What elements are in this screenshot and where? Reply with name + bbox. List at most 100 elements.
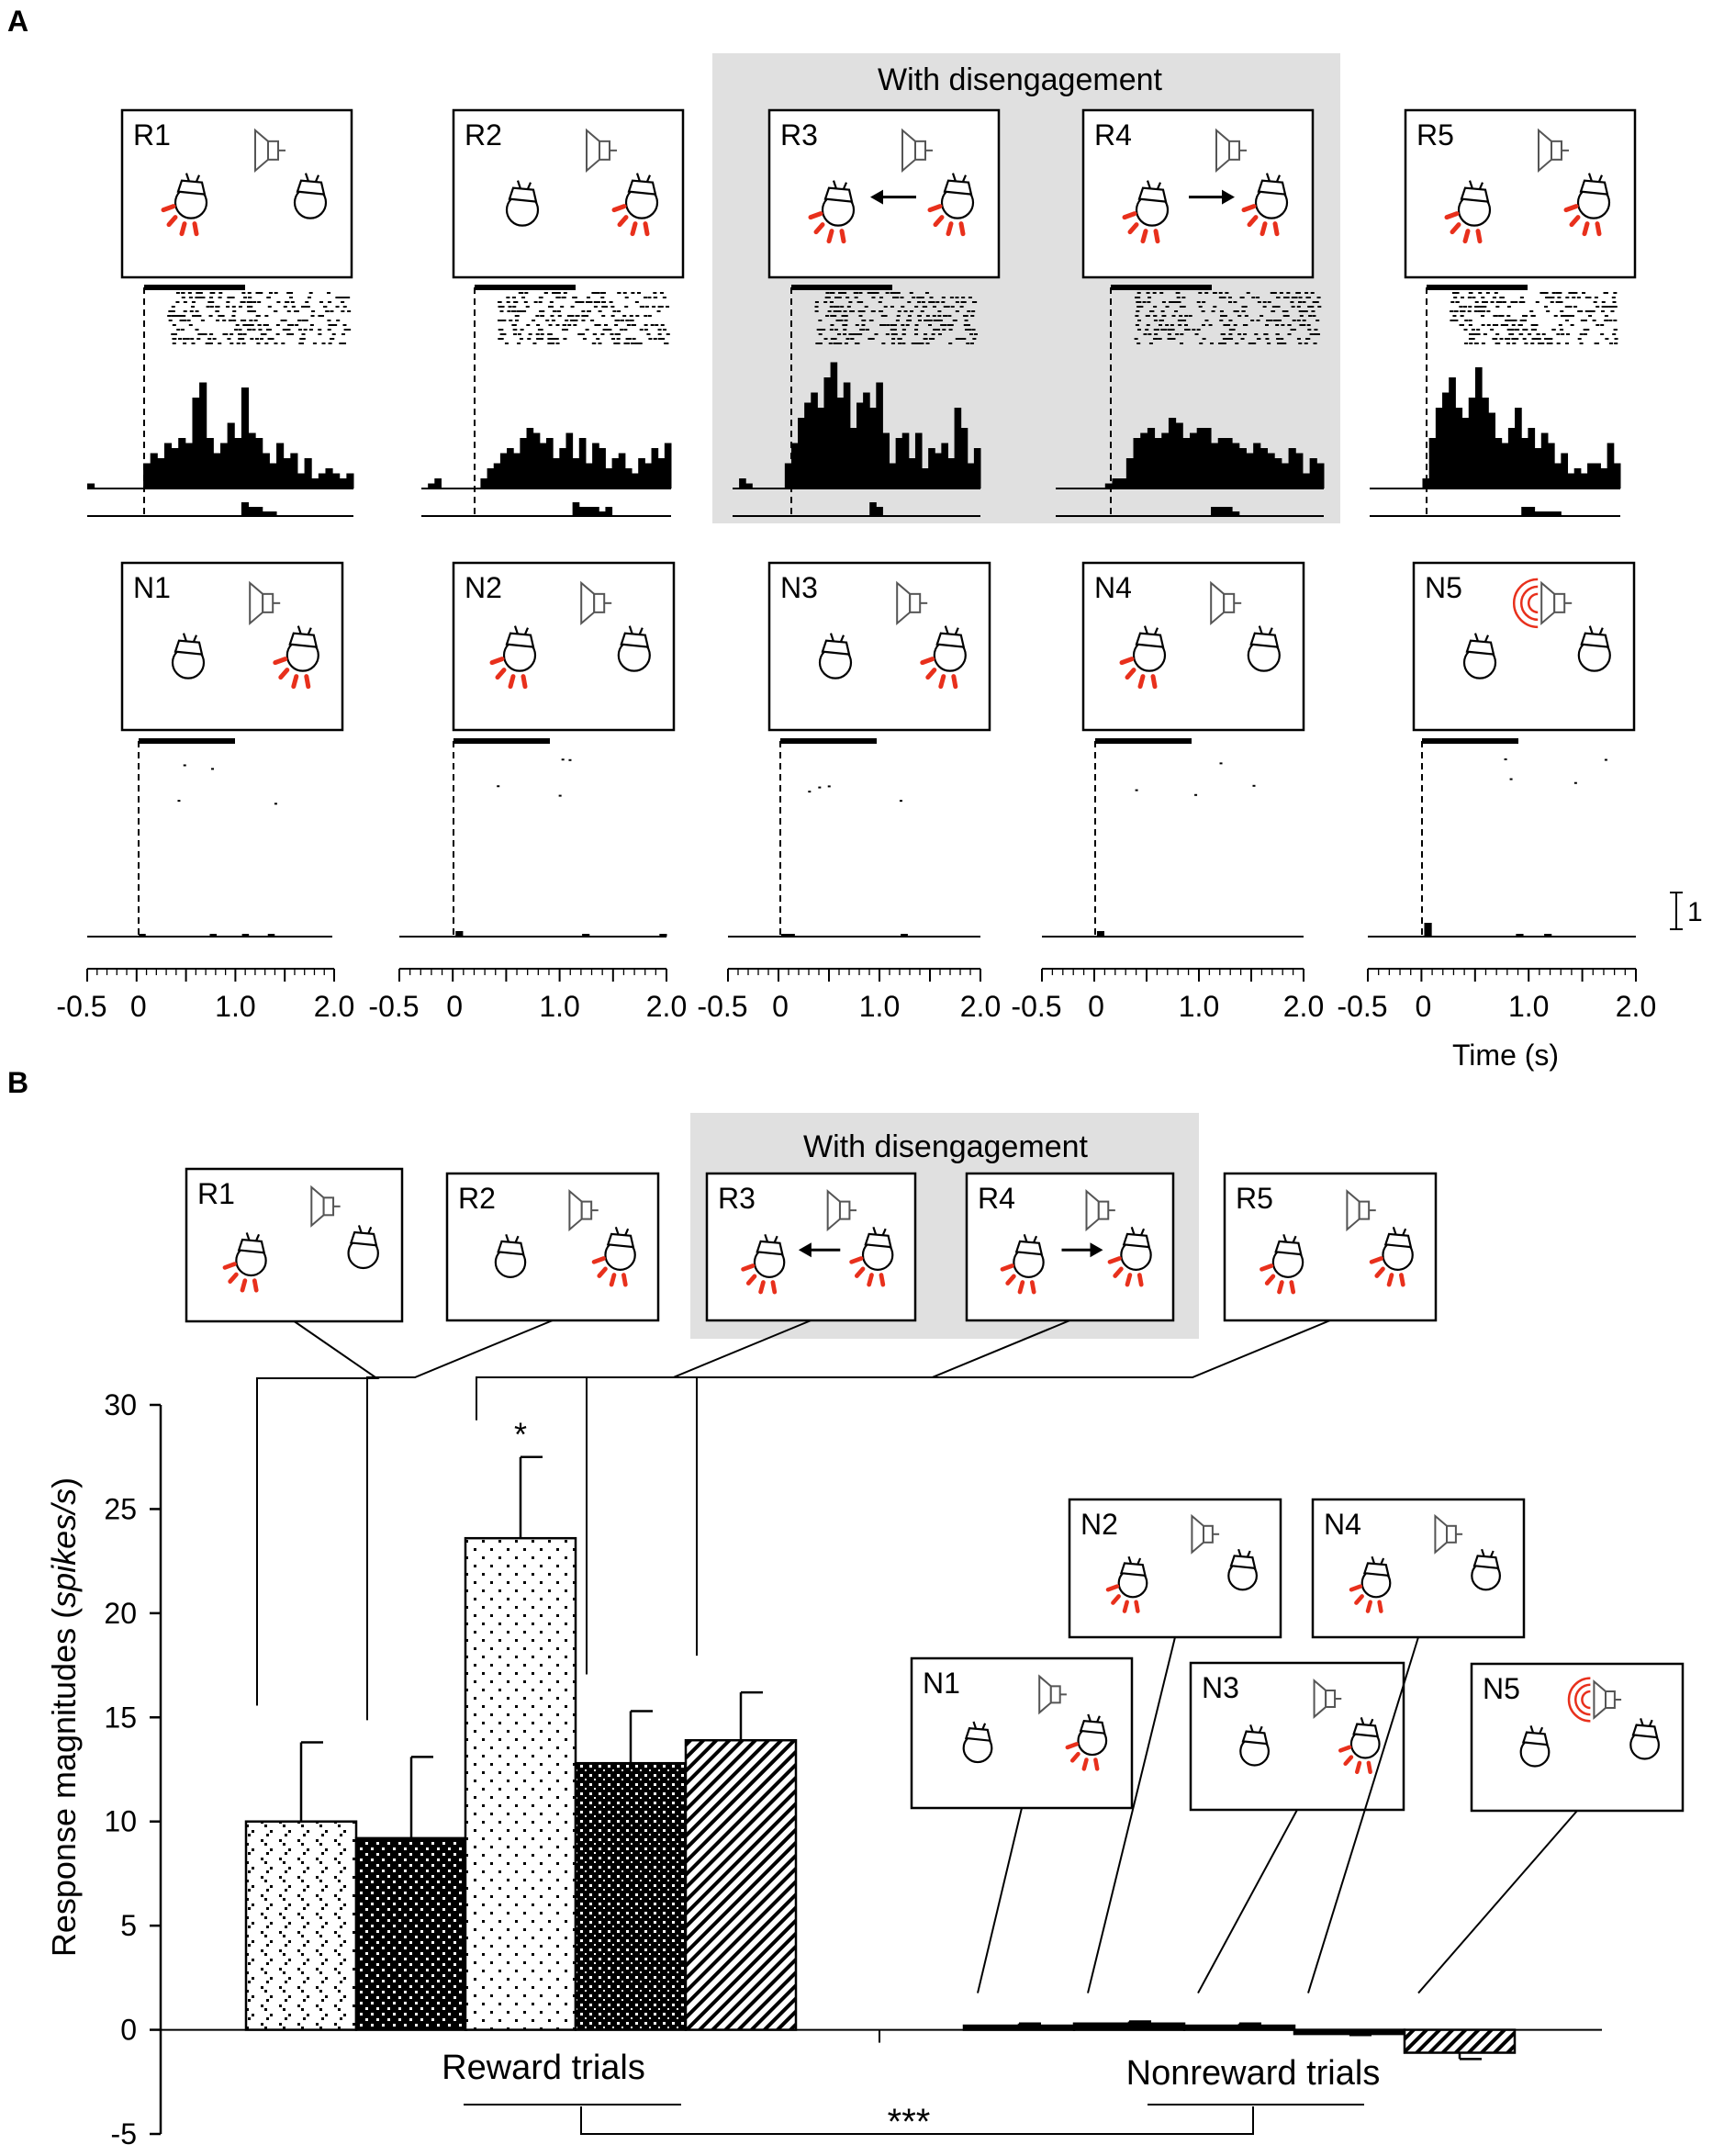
psth-bar <box>804 402 812 488</box>
spike-raster <box>497 758 572 797</box>
spike-tick <box>1282 342 1287 344</box>
time-tick-label: 2.0 <box>960 990 1001 1023</box>
spike-tick <box>1270 292 1274 294</box>
spike-tick <box>1505 320 1509 321</box>
spike-tick <box>230 342 234 344</box>
spike-tick <box>848 301 853 303</box>
spike-tick <box>1283 315 1288 317</box>
spike-tick <box>520 329 524 331</box>
spike-tick <box>1308 315 1313 317</box>
spike-tick <box>843 310 847 312</box>
spike-tick <box>833 342 837 344</box>
spike-tick <box>630 320 634 321</box>
psth-bar <box>157 458 165 488</box>
spike-tick <box>1243 306 1248 308</box>
lick-mark <box>927 204 943 213</box>
spike-tick <box>295 324 299 326</box>
spike-tick <box>823 301 828 303</box>
y-tick-label: -5 <box>111 2117 137 2150</box>
spike-tick <box>891 297 896 298</box>
spike-tick <box>172 342 176 344</box>
spike-tick <box>639 329 644 331</box>
cable <box>304 173 310 182</box>
condition-label: N5 <box>1425 571 1462 604</box>
time-tick-label: 0 <box>772 990 789 1023</box>
spike-tick <box>168 320 173 321</box>
spike-tick <box>598 310 602 312</box>
spike-tick <box>937 333 942 335</box>
spike-tick <box>912 297 916 298</box>
spike-tick <box>845 297 850 298</box>
spike-tick <box>1199 342 1204 344</box>
spike-tick <box>498 338 502 340</box>
cable <box>624 1228 630 1236</box>
spike-tick <box>1228 333 1233 335</box>
psth-bar <box>1168 418 1177 488</box>
spike-tick <box>499 310 504 312</box>
spike-tick <box>1610 306 1615 308</box>
lick-mark <box>1125 1273 1133 1287</box>
lick-mark <box>1125 668 1136 680</box>
spike-tick <box>1192 329 1196 331</box>
condition-box: R2 <box>452 108 685 279</box>
mouse-icon <box>741 1233 786 1295</box>
spike-tick <box>1161 301 1166 303</box>
spike-tick <box>1490 301 1495 303</box>
time-axis-label: Time (s) <box>1452 1039 1559 1072</box>
spike-tick <box>1299 315 1304 317</box>
speaker-icon <box>1210 580 1242 626</box>
spike-tick <box>937 310 942 312</box>
spike-tick <box>521 297 526 298</box>
speaker-box <box>1203 1524 1214 1544</box>
lick-mark <box>1264 1274 1276 1286</box>
spike-tick <box>1474 306 1479 308</box>
spike-tick <box>1452 320 1457 321</box>
psth-bar <box>304 458 312 488</box>
lick-mark <box>161 204 176 213</box>
spike-tick <box>207 301 212 303</box>
spike-tick <box>1181 306 1186 308</box>
spike-raster <box>1134 292 1322 344</box>
spike-tick <box>622 292 627 294</box>
spike-tick <box>308 292 313 294</box>
psth-bar <box>784 463 792 488</box>
y-tick-label: 15 <box>104 1701 137 1734</box>
psth-bar <box>1119 478 1127 488</box>
spike-tick <box>1492 297 1496 298</box>
spike-tick <box>935 320 940 321</box>
spike-tick <box>502 320 507 321</box>
spike-tick <box>1135 324 1139 326</box>
spike-tick <box>1296 338 1301 340</box>
spike-tick <box>917 315 922 317</box>
spike-tick <box>208 315 213 317</box>
psth-bar <box>276 443 285 488</box>
cable <box>1597 174 1604 183</box>
spike-tick <box>624 297 629 298</box>
spike-tick <box>1233 310 1237 312</box>
spike-tick <box>1260 315 1264 317</box>
psth-bar <box>745 483 753 488</box>
psth-bar <box>1587 463 1595 488</box>
psth-bar <box>346 473 354 488</box>
spike-tick <box>247 310 252 312</box>
spike-tick <box>1468 297 1472 298</box>
spike-tick <box>1500 297 1505 298</box>
spike-tick <box>1482 301 1486 303</box>
spike-tick <box>1165 324 1170 326</box>
spike-tick <box>242 333 247 335</box>
time-tick-label: -0.5 <box>1011 990 1061 1023</box>
psth-bar <box>241 387 250 488</box>
spike-tick <box>1179 306 1183 308</box>
spike-tick <box>541 315 545 317</box>
spike-tick <box>1231 329 1236 331</box>
spike-tick <box>342 342 347 344</box>
spike-tick <box>227 338 231 340</box>
spike-tick <box>960 301 965 303</box>
spike-tick <box>1478 292 1483 294</box>
spike-tick <box>834 306 838 308</box>
spike-tick <box>581 333 586 335</box>
psth-bar <box>1580 473 1588 488</box>
spike-tick <box>1505 324 1509 326</box>
spike-tick <box>972 338 977 340</box>
reward-row: R1 R2 R3 R4 R5 <box>87 108 1637 517</box>
